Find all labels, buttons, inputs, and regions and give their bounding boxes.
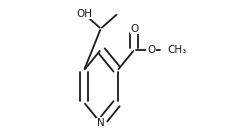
Text: CH₃: CH₃	[168, 45, 187, 55]
Text: OH: OH	[76, 9, 92, 19]
Text: N: N	[97, 118, 105, 128]
Text: O: O	[147, 45, 155, 55]
Text: O: O	[130, 24, 138, 34]
